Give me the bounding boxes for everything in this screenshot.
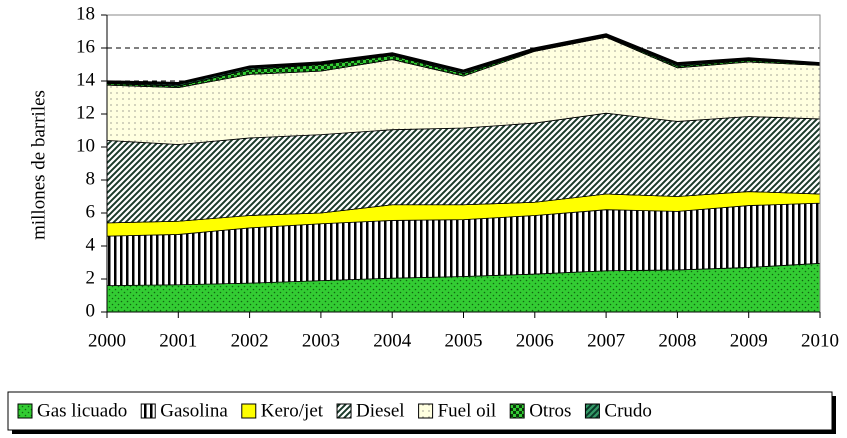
y-tick-label: 18 [76, 3, 95, 24]
x-tick-label: 2004 [373, 330, 412, 351]
legend-label: Fuel oil [438, 400, 497, 421]
top-line [106, 33, 821, 85]
legend-label: Otros [529, 400, 571, 421]
x-tick-label: 2002 [231, 330, 269, 351]
legend-label: Gas licuado [37, 400, 127, 421]
y-tick-label: 16 [76, 36, 95, 57]
x-tick-label: 2000 [88, 330, 126, 351]
legend-swatch [241, 403, 257, 419]
y-tick-label: 8 [86, 168, 96, 189]
y-tick-label: 2 [86, 267, 96, 288]
y-tick-label: 10 [76, 135, 95, 156]
x-tick-label: 2003 [302, 330, 340, 351]
x-tick-label: 2007 [587, 330, 625, 351]
x-tick-label: 2001 [159, 330, 197, 351]
legend-swatch [418, 403, 434, 419]
legend-swatch [336, 403, 352, 419]
x-tick-label: 2009 [730, 330, 768, 351]
legend-swatch [509, 403, 525, 419]
y-tick-label: 4 [86, 234, 96, 255]
x-tick-label: 2008 [658, 330, 696, 351]
legend-swatch [584, 403, 600, 419]
legend-label: Gasolina [160, 400, 228, 421]
y-axis-label: millones de barriles [28, 90, 49, 240]
y-tick-label: 14 [76, 69, 96, 90]
x-tick-label: 2005 [445, 330, 483, 351]
legend-label: Diesel [356, 400, 405, 421]
legend-label: Crudo [604, 400, 652, 421]
legend-swatch [140, 403, 156, 419]
y-tick-label: 0 [86, 300, 96, 321]
x-tick-label: 2010 [801, 330, 839, 351]
y-tick-label: 12 [76, 102, 95, 123]
legend-swatch [17, 403, 33, 419]
y-tick-label: 6 [86, 201, 96, 222]
legend-label: Kero/jet [261, 400, 324, 421]
x-tick-label: 2006 [516, 330, 554, 351]
